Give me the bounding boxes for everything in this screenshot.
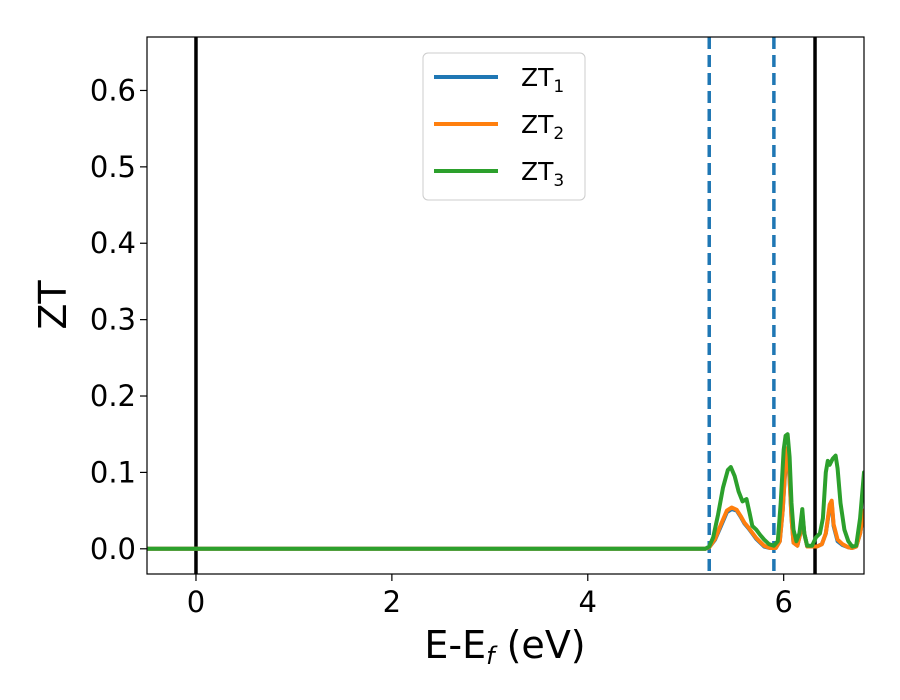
series-line-zt2 — [147, 446, 864, 551]
y-axis-ticks: 0.0 0.1 0.2 0.3 0.4 0.5 0.6 — [90, 73, 147, 566]
x-axis-title: E-Ef (eV) — [424, 623, 585, 670]
x-tick-label: 2 — [383, 585, 401, 619]
y-axis-title: ZT — [31, 280, 75, 330]
vertical-lines — [194, 37, 817, 574]
legend-label-zt2: ZT2 — [521, 110, 564, 144]
x-tick-label: 4 — [579, 585, 597, 619]
y-tick-label: 0.1 — [90, 455, 136, 489]
x-tick-label: 0 — [187, 585, 205, 619]
y-tick-label: 0.0 — [90, 532, 136, 566]
legend-label-zt3: ZT3 — [521, 157, 564, 191]
legend: ZT1 ZT2 ZT3 — [422, 52, 586, 201]
y-tick-label: 0.3 — [90, 303, 136, 337]
x-tick-label: 6 — [774, 585, 792, 619]
y-tick-label: 0.6 — [90, 73, 136, 107]
x-axis-ticks: 0 2 4 6 — [187, 574, 793, 619]
x-axis-title-unit: (eV) — [495, 623, 586, 667]
x-axis-title-main: E-E — [424, 623, 486, 667]
series-line-zt1 — [147, 449, 864, 551]
series-lines — [147, 432, 864, 551]
series-line-zt3 — [147, 432, 864, 551]
plot-frame — [146, 36, 865, 575]
legend-box — [422, 52, 586, 201]
legend-label-zt1: ZT1 — [521, 63, 564, 97]
y-tick-label: 0.5 — [90, 150, 136, 184]
y-tick-label: 0.4 — [90, 226, 136, 260]
y-tick-label: 0.2 — [90, 379, 136, 413]
